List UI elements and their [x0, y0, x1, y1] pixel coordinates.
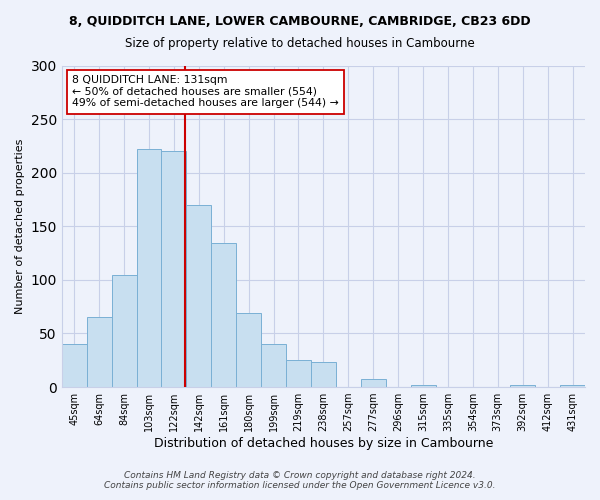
- Bar: [510, 385, 535, 387]
- Text: Size of property relative to detached houses in Cambourne: Size of property relative to detached ho…: [125, 38, 475, 51]
- Bar: [87, 318, 112, 387]
- Bar: [112, 274, 137, 387]
- Bar: [187, 205, 211, 387]
- X-axis label: Distribution of detached houses by size in Cambourne: Distribution of detached houses by size …: [154, 437, 493, 450]
- Bar: [410, 385, 436, 387]
- Bar: [161, 152, 187, 387]
- Y-axis label: Number of detached properties: Number of detached properties: [15, 138, 25, 314]
- Bar: [137, 149, 161, 387]
- Text: 8, QUIDDITCH LANE, LOWER CAMBOURNE, CAMBRIDGE, CB23 6DD: 8, QUIDDITCH LANE, LOWER CAMBOURNE, CAMB…: [69, 15, 531, 28]
- Text: Contains HM Land Registry data © Crown copyright and database right 2024.
Contai: Contains HM Land Registry data © Crown c…: [104, 470, 496, 490]
- Bar: [211, 244, 236, 387]
- Bar: [236, 313, 261, 387]
- Bar: [261, 344, 286, 387]
- Bar: [311, 362, 336, 387]
- Bar: [62, 344, 87, 387]
- Bar: [560, 385, 585, 387]
- Bar: [361, 378, 386, 387]
- Bar: [286, 360, 311, 387]
- Text: 8 QUIDDITCH LANE: 131sqm
← 50% of detached houses are smaller (554)
49% of semi-: 8 QUIDDITCH LANE: 131sqm ← 50% of detach…: [72, 75, 339, 108]
